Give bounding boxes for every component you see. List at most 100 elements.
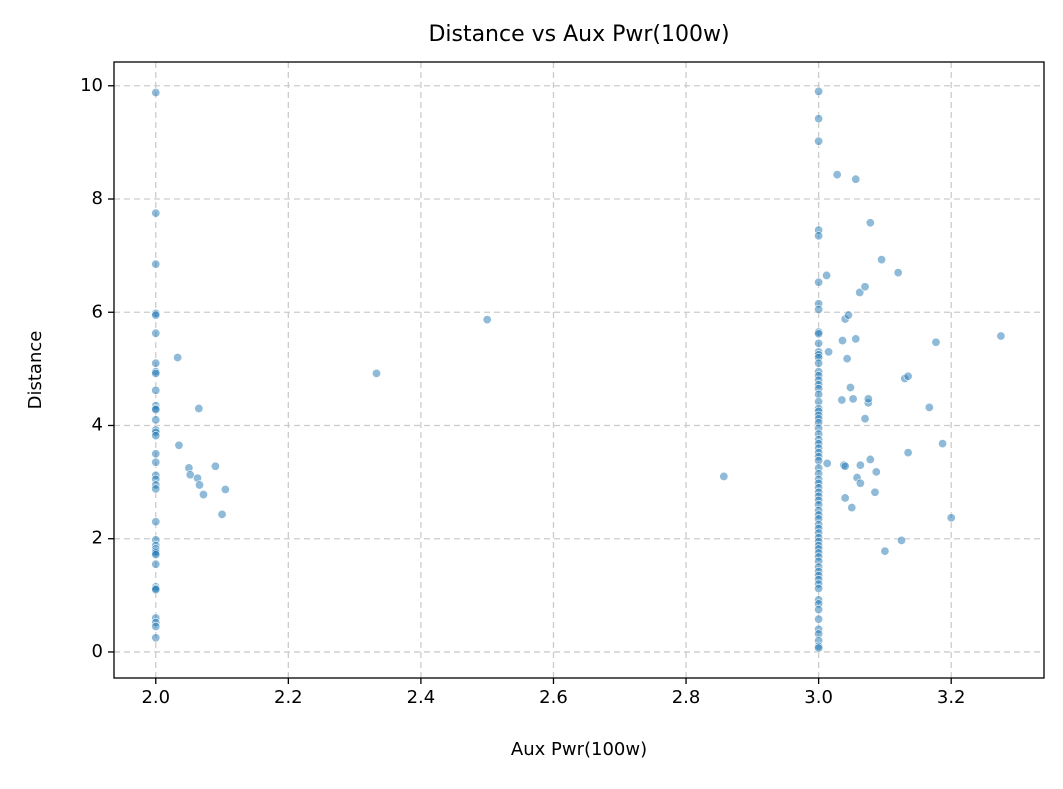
point [946,513,956,523]
point [931,337,941,347]
point [848,394,858,404]
point [860,414,870,424]
point [814,604,824,614]
point [194,403,204,413]
point [896,535,906,545]
point [860,282,870,292]
point [151,88,161,98]
y-tick-label: 4 [92,414,103,435]
point [865,454,875,464]
point [371,368,381,378]
y-tick-label: 10 [80,75,103,96]
point [837,395,847,405]
point [151,415,161,425]
point [185,470,195,480]
point [814,329,824,339]
point [151,457,161,467]
point [903,371,913,381]
grid [114,62,1044,678]
point [173,353,183,363]
point [174,440,184,450]
point [814,136,824,146]
point [855,478,865,488]
point [851,174,861,184]
point [482,315,492,325]
point [814,86,824,96]
x-tick-label: 2.8 [672,687,701,708]
point [880,546,890,556]
point [877,255,887,265]
point [220,484,230,494]
y-tick-label: 8 [92,188,103,209]
point [151,310,161,320]
point [832,170,842,180]
point [814,277,824,287]
point [814,358,824,368]
point [151,208,161,218]
point [893,268,903,278]
x-axis-label: Aux Pwr(100w) [511,739,647,760]
point [996,331,1006,341]
y-tick-label: 6 [92,301,103,322]
x-tick-label: 2.2 [274,687,303,708]
point [151,484,161,494]
x-tick-label: 2.0 [141,687,170,708]
point [870,487,880,497]
point [824,347,834,357]
point [151,633,161,643]
point [151,368,161,378]
point [845,383,855,393]
plot-frame [113,61,1045,679]
point [198,490,208,500]
point [843,310,853,320]
point [822,270,832,280]
point [151,385,161,395]
point [847,503,857,513]
point [151,449,161,459]
point [938,439,948,449]
point [151,559,161,569]
point [151,431,161,441]
point [151,585,161,595]
chart-title: Distance vs Aux Pwr(100w) [428,22,729,47]
point [151,328,161,338]
point [855,460,865,470]
point [719,471,729,481]
point [863,394,873,404]
x-tick-label: 2.4 [407,687,436,708]
x-tick-label: 3.0 [804,687,833,708]
point [871,467,881,477]
point [840,461,850,471]
point [865,218,875,228]
point [822,458,832,468]
point [151,621,161,631]
point [151,259,161,269]
point [903,448,913,458]
x-tick-label: 2.6 [539,687,568,708]
point [151,517,161,527]
point [217,509,227,519]
x-tick-label: 3.2 [937,687,966,708]
points [151,86,1006,653]
point [151,550,161,560]
point [814,643,824,653]
point [151,405,161,415]
point [814,338,824,348]
point [195,480,205,490]
point [924,402,934,412]
point [855,287,865,297]
point [210,461,220,471]
point [837,336,847,346]
point [851,334,861,344]
point [814,614,824,624]
y-tick-label: 0 [92,641,103,662]
y-tick-label: 2 [92,528,103,549]
point [814,584,824,594]
point [814,231,824,241]
point [840,493,850,503]
point [842,354,852,364]
point [151,358,161,368]
point [814,114,824,124]
point [814,304,824,314]
